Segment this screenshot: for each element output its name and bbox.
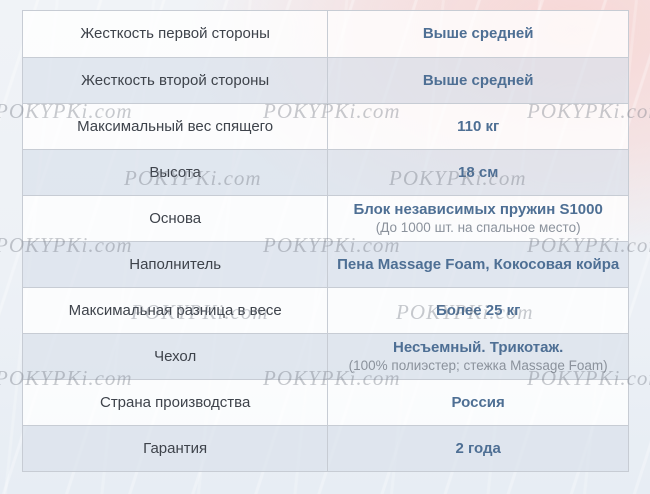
spec-value-cell: Блок независимых пружин S1000 (До 1000 шт… <box>327 196 628 241</box>
spec-name-cell: Жесткость второй стороны <box>23 58 327 103</box>
table-row: Наполнитель Пена Massage Foam, Кокосовая… <box>23 241 628 287</box>
spec-value: Несъемный. Трикотаж. <box>393 339 564 356</box>
spec-name: Чехол <box>154 347 197 365</box>
spec-value: 2 года <box>455 439 501 457</box>
spec-name-cell: Максимальная разница в весе <box>23 288 327 333</box>
spec-value-cell: 110 кг <box>327 104 628 149</box>
table-row: Жесткость первой стороны Выше средней <box>23 11 628 57</box>
spec-name-cell: Максимальный вес спящего <box>23 104 327 149</box>
spec-value: Пена Massage Foam, Кокосовая койра <box>337 255 620 273</box>
spec-name-cell: Чехол <box>23 334 327 379</box>
table-row: Основа Блок независимых пружин S1000 (До … <box>23 195 628 241</box>
spec-value: Выше средней <box>422 25 534 42</box>
table-row: Высота 18 см <box>23 149 628 195</box>
spec-value-cell: 2 года <box>327 426 628 471</box>
spec-name: Гарантия <box>143 439 208 457</box>
spec-name-cell: Гарантия <box>23 426 327 471</box>
spec-value: Более 25 кг <box>435 301 521 319</box>
table-row: Максимальный вес спящего 110 кг <box>23 103 628 149</box>
spec-value: 110 кг <box>457 117 500 135</box>
spec-name-cell: Страна производства <box>23 380 327 425</box>
spec-value-cell: Пена Massage Foam, Кокосовая койра <box>327 242 628 287</box>
spec-value: 18 см <box>458 163 499 181</box>
spec-name: Жесткость второй стороны <box>81 71 270 89</box>
spec-name: Страна производства <box>99 393 251 411</box>
spec-name-cell: Высота <box>23 150 327 195</box>
table-row: Жесткость второй стороны Выше средней <box>23 57 628 103</box>
spec-value: Выше средней <box>422 71 534 89</box>
spec-value-cell: Более 25 кг <box>327 288 628 333</box>
spec-value-cell: Выше средней <box>327 11 628 57</box>
spec-name: Жесткость первой стороны <box>80 25 270 42</box>
spec-name-cell: Наполнитель <box>23 242 327 287</box>
spec-value-cell: 18 см <box>327 150 628 195</box>
spec-name: Наполнитель <box>129 255 222 273</box>
spec-value-note: (До 1000 шт. на спальное место) <box>375 220 581 235</box>
table-row: Гарантия 2 года <box>23 425 628 471</box>
spec-table: Жесткость первой стороны Выше средней Же… <box>22 10 629 472</box>
spec-value: Блок независимых пружин S1000 <box>353 201 603 218</box>
spec-value-cell: Россия <box>327 380 628 425</box>
spec-value-note: (100% полиэстер; стежка Massage Foam) <box>348 358 608 373</box>
spec-name: Высота <box>149 163 201 181</box>
spec-name-cell: Жесткость первой стороны <box>23 11 327 57</box>
spec-value: Россия <box>451 393 505 411</box>
spec-name: Основа <box>149 209 202 227</box>
spec-name: Максимальный вес спящего <box>77 117 274 135</box>
table-row: Максимальная разница в весе Более 25 кг <box>23 287 628 333</box>
spec-value-cell: Несъемный. Трикотаж. (100% полиэстер; сте… <box>327 334 628 379</box>
spec-name: Максимальная разница в весе <box>68 301 282 319</box>
table-row: Чехол Несъемный. Трикотаж. (100% полиэсте… <box>23 333 628 379</box>
spec-value-cell: Выше средней <box>327 58 628 103</box>
spec-name-cell: Основа <box>23 196 327 241</box>
table-row: Страна производства Россия <box>23 379 628 425</box>
